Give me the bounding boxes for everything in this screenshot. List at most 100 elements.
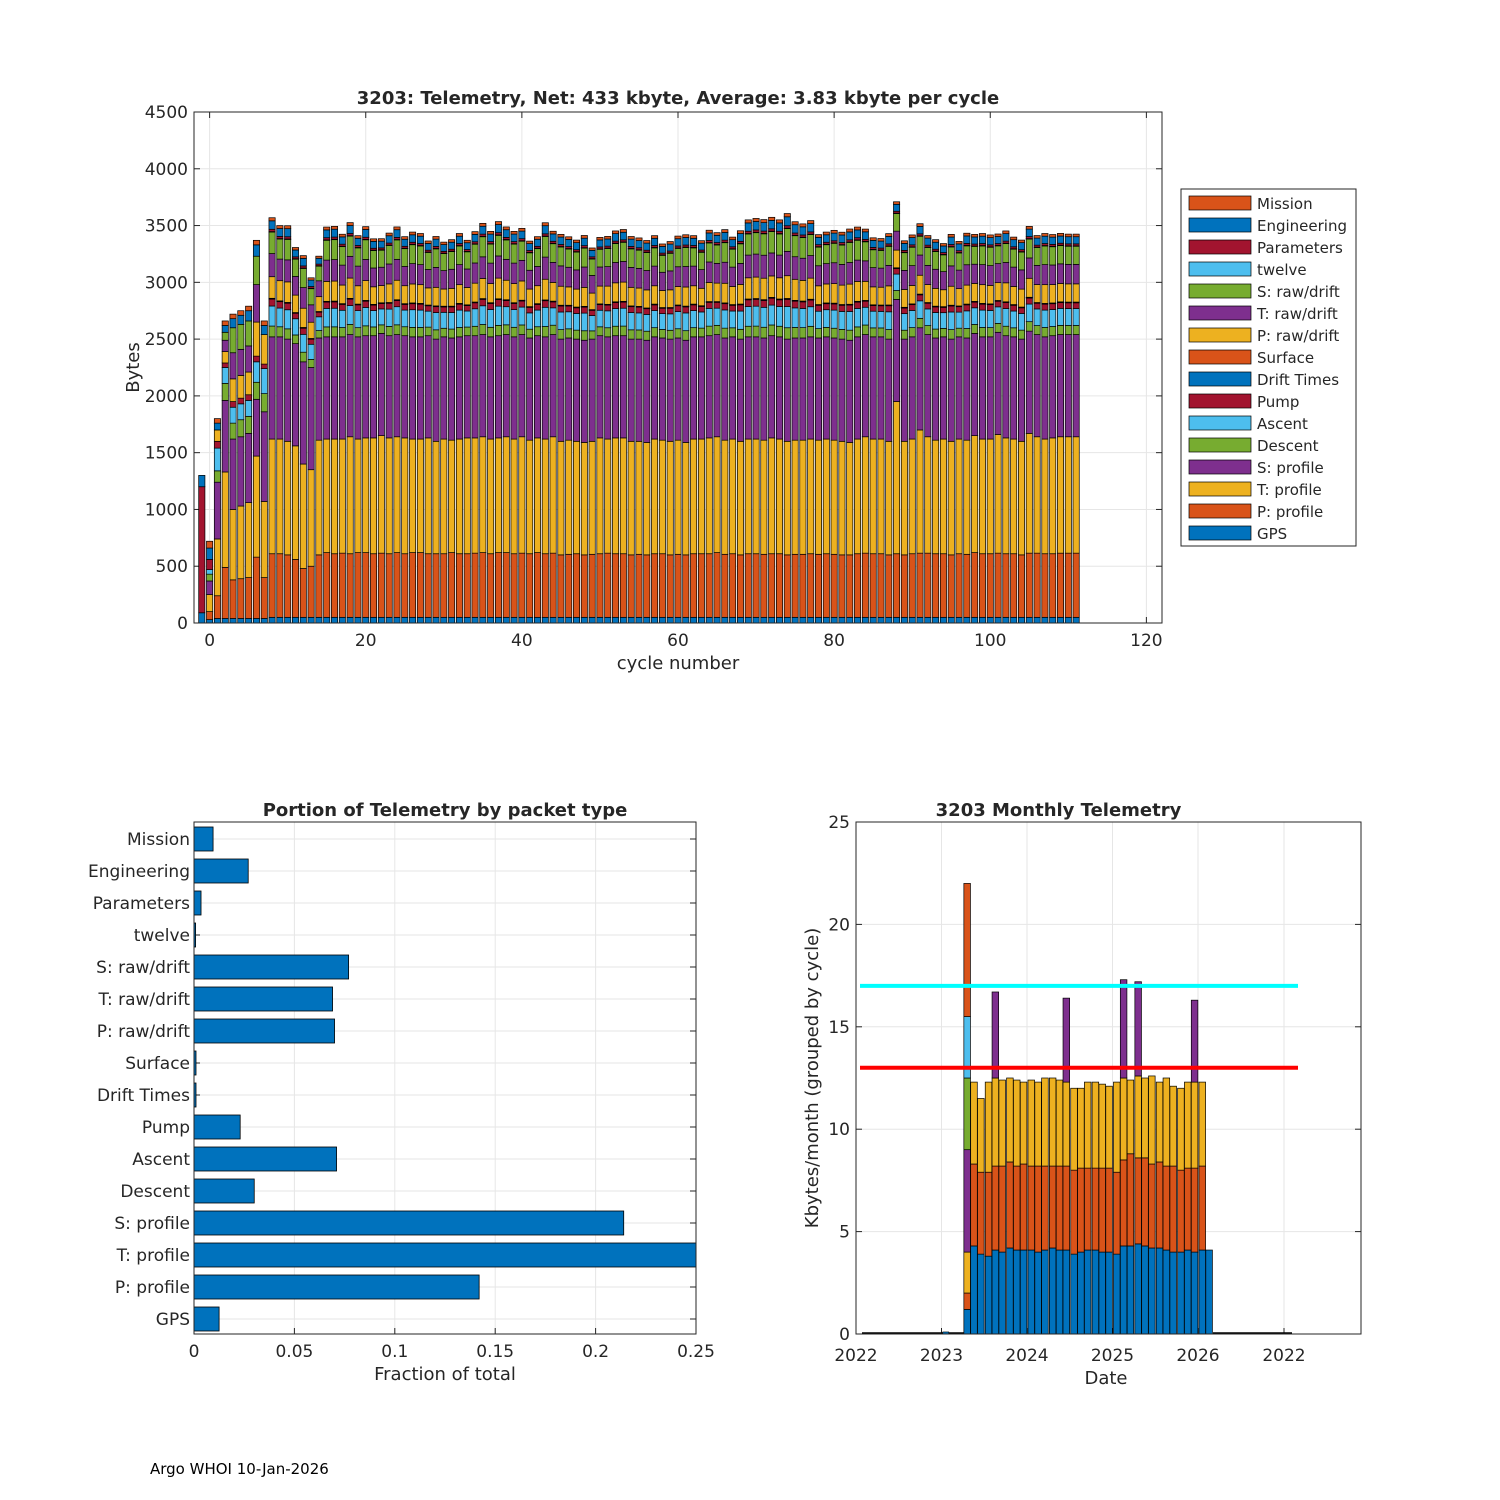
top-bar-segment (1049, 236, 1057, 245)
top-bar-segment (401, 335, 409, 439)
top-bar-segment (736, 243, 744, 264)
top-bar-segment (604, 236, 612, 240)
top-bar-segment (854, 616, 862, 624)
top-bar-segment (573, 329, 580, 340)
top-bar-segment (885, 311, 893, 330)
top-bar-segment (331, 326, 338, 338)
top-bar-segment (776, 219, 783, 224)
top-bar-segment (424, 616, 432, 624)
top-bar-segment (580, 312, 588, 332)
top-bar-segment (729, 336, 737, 440)
top-bar-segment (994, 263, 1002, 284)
top-bar-segment (432, 553, 440, 618)
top-bar-segment (846, 442, 854, 556)
legend-label: P: profile (1257, 503, 1323, 521)
top-bar-segment (432, 236, 440, 240)
top-bar-segment (846, 339, 854, 443)
top-bar-segment (791, 235, 799, 258)
top-bar-segment (658, 243, 666, 247)
top-bar-segment (947, 305, 955, 313)
top-bar-segment (1018, 242, 1025, 251)
bl-bar (193, 1146, 337, 1172)
top-bar-segment (206, 580, 214, 595)
top-bar-segment (893, 203, 901, 212)
top-bar-segment (424, 269, 432, 289)
top-bar-segment (401, 238, 409, 247)
top-bar-segment (213, 481, 221, 540)
top-bar-segment (760, 300, 768, 308)
top-bar-segment (861, 300, 869, 308)
top-bar-segment (245, 345, 253, 373)
legend-swatch (1188, 261, 1252, 277)
top-bar-segment (198, 475, 206, 488)
top-bar-segment (370, 553, 378, 618)
top-bar-segment (448, 306, 456, 313)
top-bar-segment (682, 306, 690, 314)
top-bar-segment (682, 237, 690, 246)
top-bar-segment (1025, 321, 1033, 332)
top-bar-segment (830, 229, 838, 234)
top-bar-segment (1072, 302, 1080, 309)
top-bar-segment (346, 298, 354, 306)
top-bar-segment (963, 616, 971, 624)
top-bar-segment (299, 307, 307, 328)
legend-label: Engineering (1257, 217, 1347, 235)
top-bar-segment (861, 552, 869, 618)
top-bar-segment (1057, 233, 1064, 237)
legend-swatch (1188, 503, 1252, 519)
legend-swatch (1188, 239, 1252, 255)
top-bar-segment (385, 283, 393, 303)
top-bar-segment (549, 616, 557, 624)
bl-axes-box (193, 821, 697, 1335)
top-bar-segment (651, 553, 659, 618)
top-bar-segment (932, 312, 940, 330)
br-month-bar-segment (984, 1171, 993, 1257)
top-bar-segment (1049, 616, 1057, 624)
top-bar-segment (315, 316, 323, 331)
top-bar-segment (518, 240, 526, 261)
top-bar-segment (479, 222, 487, 227)
top-bar-segment (463, 553, 471, 618)
top-bar-segment (424, 287, 432, 306)
top-bar-segment (299, 267, 307, 288)
top-bar-segment (252, 239, 260, 246)
top-bar-segment (947, 311, 955, 330)
top-bar-segment (986, 336, 994, 440)
top-bar-segment (432, 329, 440, 340)
top-bar-segment (416, 552, 424, 618)
top-bar-segment (424, 305, 432, 312)
top-bar-segment (1002, 616, 1010, 624)
top-bar-segment (830, 309, 838, 329)
top-bar-segment (697, 287, 705, 307)
top-bar-segment (627, 238, 635, 247)
top-bar-segment (237, 618, 245, 624)
top-bar-segment (690, 327, 698, 338)
top-bar-segment (580, 247, 588, 268)
top-bar-segment (861, 306, 869, 326)
top-bar-segment (440, 306, 448, 313)
top-bar-segment (822, 263, 830, 285)
top-bar-segment (276, 307, 284, 328)
top-bar-segment (229, 579, 237, 619)
top-ytick-label: 2500 (145, 330, 188, 350)
top-bar-segment (932, 239, 940, 243)
legend-swatch (1188, 393, 1252, 409)
top-bar-segment (229, 313, 237, 320)
top-bar-segment (1002, 308, 1010, 327)
top-bar-segment (674, 553, 682, 618)
top-bar-segment (596, 335, 604, 439)
top-bar-segment (276, 438, 284, 555)
top-bar-segment (612, 553, 620, 618)
top-bar-segment (861, 616, 869, 624)
top-bar-segment (409, 616, 417, 624)
top-bar-segment (362, 335, 370, 439)
top-bar-segment (955, 269, 963, 290)
top-bar-segment (658, 329, 666, 339)
top-bar-segment (877, 249, 885, 269)
legend-swatch (1188, 305, 1252, 321)
br-month-bar-segment (1084, 1167, 1092, 1251)
br-month-bar-segment (1077, 1251, 1085, 1335)
top-bar-segment (807, 553, 815, 618)
top-bar-segment (292, 249, 299, 258)
top-bar-segment (893, 616, 901, 624)
